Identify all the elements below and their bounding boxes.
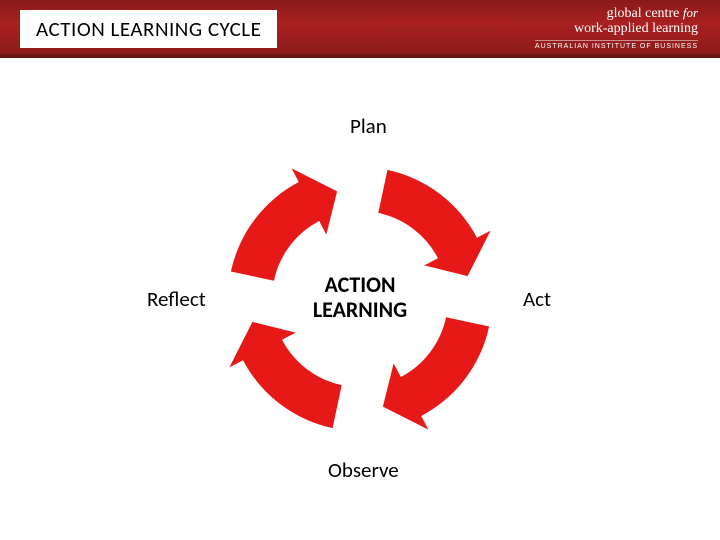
slide-header: ACTION LEARNING CYCLE global centre for … [0,0,720,58]
diagram-area: ACTION LEARNING Plan Act Observe Reflect [0,58,720,540]
brand-block: global centre for work-applied learning … [535,6,698,50]
brand-line-1: global centre for [535,6,698,21]
brand-line-1b: for [683,5,698,20]
brand-line-3: AUSTRALIAN INSTITUTE OF BUSINESS [535,43,698,51]
cycle-arrow-act-to-observe [383,317,489,429]
stage-label-observe: Observe [328,457,399,483]
brand-line-2: work-applied learning [535,21,698,36]
stage-label-act: Act [523,286,551,312]
slide-title: ACTION LEARNING CYCLE [20,10,277,48]
stage-label-reflect: Reflect [147,286,206,312]
cycle-diagram: ACTION LEARNING Plan Act Observe Reflect [145,119,575,479]
cycle-arrow-observe-to-reflect [229,322,341,428]
brand-line-1a: global centre [607,6,680,21]
stage-label-plan: Plan [350,113,387,139]
center-label-line1: ACTION [325,271,396,298]
cycle-arrow-reflect-to-plan [231,168,337,280]
center-label-line2: LEARNING [313,296,407,323]
cycle-arrow-plan-to-act [378,170,490,276]
center-label: ACTION LEARNING [290,272,430,323]
brand-separator [535,40,698,41]
